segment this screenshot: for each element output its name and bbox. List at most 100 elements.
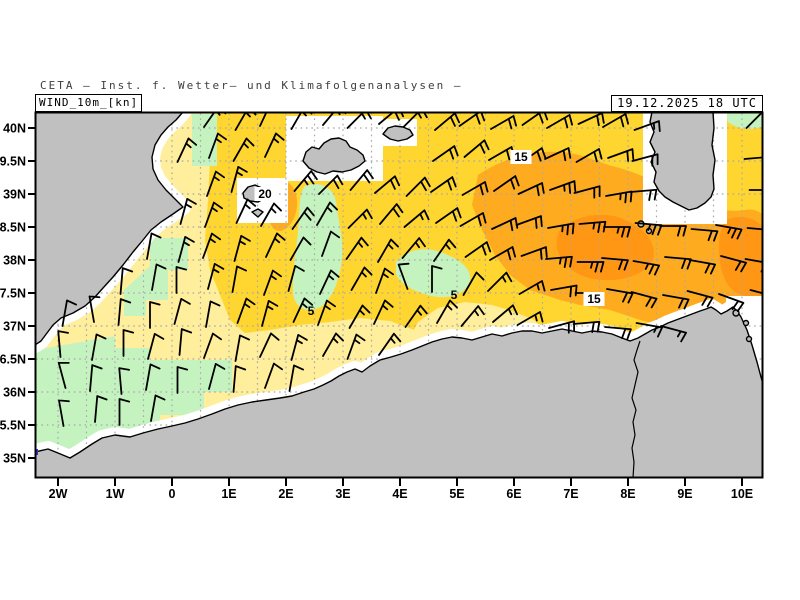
- band-green-coast-north: [192, 114, 217, 166]
- wind-barb: [715, 224, 743, 240]
- wind-barb: [345, 236, 369, 260]
- wind-barb: [176, 137, 198, 163]
- wind-barb: [259, 113, 268, 127]
- svg-text:0: 0: [169, 487, 176, 501]
- svg-text:35N: 35N: [3, 452, 26, 466]
- svg-text:4E: 4E: [392, 487, 407, 501]
- wind-barb: [58, 399, 70, 427]
- wind-barb: [263, 269, 282, 296]
- wind-barb: [688, 259, 717, 275]
- wind-barb: [462, 271, 485, 296]
- island-sardinia: [649, 113, 716, 211]
- band-green-southwest: [36, 336, 232, 453]
- band-deep-orange-east: [718, 217, 762, 297]
- wind-barb: [749, 289, 762, 295]
- wind-barb: [373, 299, 394, 325]
- wind-barb: [602, 113, 630, 128]
- wind-barb: [575, 148, 603, 163]
- band-green-coast-strip: [124, 238, 188, 316]
- wind-barb: [605, 190, 633, 204]
- svg-text:1E: 1E: [221, 487, 236, 501]
- svg-text:37N: 37N: [3, 320, 26, 334]
- band-green-blob-east: [396, 249, 471, 298]
- wind-barb: [261, 299, 279, 327]
- wind-barb: [433, 238, 457, 262]
- wind-barb: [208, 132, 227, 159]
- svg-text:5E: 5E: [449, 487, 464, 501]
- wind-barb: [264, 132, 285, 158]
- wind-barb: [403, 209, 430, 228]
- institute-header: CETA — Inst. f. Wetter— und Klimafolgena…: [40, 79, 463, 92]
- svg-text:36.5N: 36.5N: [0, 353, 26, 367]
- island-mallorca: [302, 137, 366, 175]
- wind-barb: [321, 230, 340, 257]
- wind-barb: [377, 238, 399, 263]
- contour-label: 5: [308, 304, 315, 318]
- wind-barb: [207, 262, 225, 290]
- wind-barb: [489, 246, 517, 261]
- wind-barb: [662, 294, 690, 310]
- wind-barb: [348, 304, 371, 329]
- wind-barb: [234, 334, 250, 362]
- wind-barb: [490, 115, 518, 130]
- wind-barb: [316, 201, 338, 226]
- islet-tunisia-2: [742, 319, 750, 327]
- svg-text:35.5N: 35.5N: [0, 419, 26, 433]
- svg-text:3E: 3E: [335, 487, 350, 501]
- land-africa: [36, 306, 762, 477]
- wind-barb: [432, 145, 459, 162]
- contour-label-box: [583, 292, 605, 306]
- wind-barb: [577, 113, 605, 127]
- wind-barb: [487, 271, 513, 292]
- contour-label-box: [510, 150, 532, 164]
- svg-text:36N: 36N: [3, 386, 26, 400]
- wind-barb: [521, 113, 549, 126]
- wind-barb: [349, 169, 374, 191]
- svg-text:38.5N: 38.5N: [0, 221, 26, 235]
- wind-barb: [178, 328, 193, 356]
- wind-barb: [431, 265, 443, 293]
- wind-barb: [744, 258, 762, 273]
- wind-barb: [61, 299, 77, 327]
- svg-text:38N: 38N: [3, 254, 26, 268]
- wind-barb: [629, 188, 658, 201]
- svg-text:6E: 6E: [506, 487, 521, 501]
- wind-barb: [493, 175, 520, 192]
- wind-barb: [464, 241, 492, 258]
- wind-barb: [236, 297, 256, 324]
- contour-label-box: [254, 187, 276, 201]
- wind-barb: [293, 170, 318, 192]
- band-green-topright: [726, 113, 762, 129]
- wind-barb: [491, 217, 519, 232]
- wind-barb: [601, 257, 629, 271]
- wind-barb: [634, 222, 663, 236]
- land-spain: [36, 113, 184, 346]
- valid-datetime-box: 19.12.2025 18 UTC: [611, 95, 763, 112]
- wind-barb: [515, 215, 543, 229]
- wind-barb: [287, 264, 305, 292]
- svg-text:39.5N: 39.5N: [0, 155, 26, 169]
- wind-barb: [436, 299, 458, 324]
- wind-barb: [150, 394, 166, 422]
- wind-barb: [290, 333, 308, 361]
- wind-barb: [633, 120, 661, 132]
- island-menorca: [382, 125, 414, 142]
- wind-barb: [401, 237, 426, 259]
- wind-barb: [718, 293, 745, 312]
- wind-barb: [745, 113, 762, 129]
- wind-barb: [259, 332, 280, 358]
- wind-barb: [203, 113, 227, 128]
- wind-barb: [746, 227, 762, 231]
- wind-barb: [720, 255, 748, 273]
- wind-barb: [632, 260, 661, 276]
- wind-barb: [404, 304, 428, 328]
- wind-barb: [546, 114, 574, 129]
- band-green-tongue: [292, 183, 343, 310]
- wind-barb: [203, 332, 222, 359]
- contour-label: 20: [258, 187, 272, 201]
- wind-barb: [118, 398, 131, 426]
- wind-barb: [397, 262, 410, 290]
- wind-barb: [463, 139, 490, 158]
